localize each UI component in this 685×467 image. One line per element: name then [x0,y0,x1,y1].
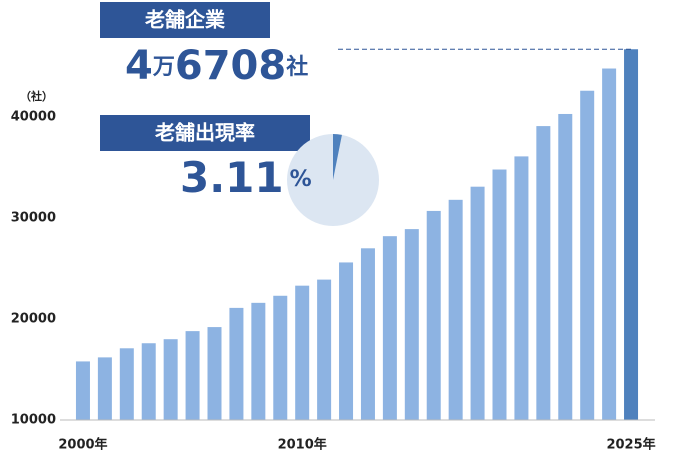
count-part: 4 [125,43,153,89]
bar [185,331,200,420]
bar [317,279,332,420]
bar [580,90,595,421]
bar [97,357,112,420]
bar [514,156,529,420]
badge-box [100,2,270,38]
badge-box [100,115,310,151]
bar [492,169,507,420]
bar [558,113,573,420]
count-part: 万 [152,55,175,80]
bar [382,236,397,420]
y-tick-label: 20000 [11,312,56,327]
bar [339,262,354,420]
bar [295,285,310,420]
count-part: 社 [286,54,308,80]
bar [360,248,375,420]
rate-text: 3.11% [180,153,312,202]
bar [404,229,419,420]
bar [470,186,485,420]
unit-label: （社） [20,89,53,103]
y-tick-label: 40000 [11,110,56,125]
count-text: 4万6708社 [125,43,308,89]
bar [119,348,134,420]
bar [624,49,639,420]
rate-unit: % [290,167,312,192]
bar [251,302,266,420]
rate-value: 3.11 [180,153,284,202]
bar [229,307,244,420]
y-tick-label: 10000 [11,413,56,428]
x-tick-label: 2000年 [58,437,107,453]
bar [163,339,178,420]
bar [207,327,222,420]
bar [75,361,90,420]
badge-text: 老舗出現率 [155,121,255,145]
bar [536,126,551,420]
x-tick-label: 2010年 [278,437,327,453]
count-part: 6708 [175,43,286,89]
bar [141,343,156,420]
badge-text: 老舗企業 [145,8,226,32]
x-tick-label: 2025年 [606,437,655,453]
bar [602,68,617,421]
bar [426,210,441,420]
bar [448,199,463,420]
bar [273,295,288,420]
y-tick-label: 30000 [11,211,56,226]
pie-slice [333,134,342,180]
